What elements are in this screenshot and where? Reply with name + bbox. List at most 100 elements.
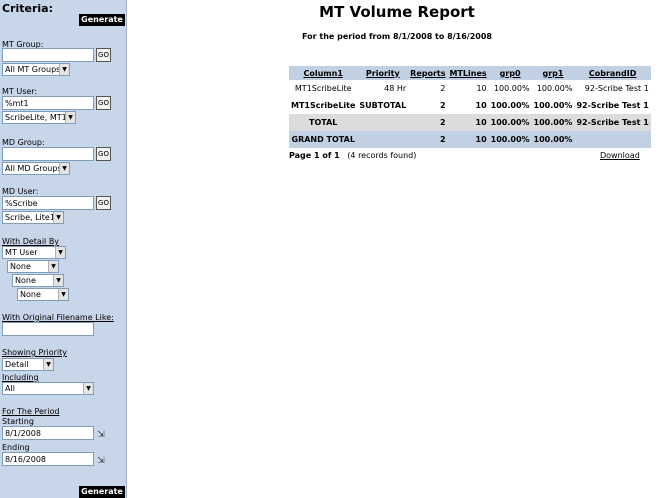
column-header-column1[interactable]: Column1 (289, 66, 358, 80)
report-table: Column1 Priority Reports MTLines grp0 gr… (289, 66, 651, 148)
detail-level-2-select[interactable]: None ▼ (7, 260, 59, 273)
chevron-down-icon: ▼ (59, 64, 69, 75)
mt-user-select-value: ScribeLite, MT1 (5, 113, 67, 122)
chevron-down-icon: ▼ (65, 112, 75, 123)
page-label: Page 1 of 1 (289, 151, 340, 160)
md-user-input[interactable]: %Scribe (2, 196, 94, 210)
chevron-down-icon: ▼ (59, 163, 69, 174)
md-group-select-value: All MD Groups (5, 164, 62, 173)
table-row: MT1ScribeLite SUBTOTAL 2 10 100.00% 100.… (289, 97, 651, 114)
table-cell: MT1ScribeLite (289, 97, 358, 114)
table-header-row: Column1 Priority Reports MTLines grp0 gr… (289, 66, 651, 80)
mt-user-input[interactable]: %mt1 (2, 96, 94, 110)
md-user-go-button[interactable]: GO (96, 196, 111, 210)
table-cell: MT1ScribeLite (289, 80, 358, 97)
including-select[interactable]: All ▼ (2, 382, 94, 395)
chevron-down-icon: ▼ (55, 247, 65, 258)
chevron-down-icon: ▼ (58, 289, 68, 300)
table-cell: 100.00% (488, 114, 532, 131)
starting-label: Starting (2, 417, 34, 426)
mt-user-select[interactable]: ScribeLite, MT1 ▼ (2, 111, 76, 124)
download-link[interactable]: Download (600, 151, 640, 160)
table-cell: SUBTOTAL (357, 97, 409, 114)
ending-date-input[interactable]: 8/16/2008 (2, 452, 94, 466)
filename-input[interactable] (2, 322, 94, 336)
column-header-reports[interactable]: Reports (408, 66, 448, 80)
md-group-select[interactable]: All MD Groups ▼ (2, 162, 70, 175)
md-user-select-value: Scribe, Lite1 (5, 213, 55, 222)
period-label: For The Period (2, 407, 60, 416)
column-header-grp1[interactable]: grp1 (531, 66, 575, 80)
md-user-select[interactable]: Scribe, Lite1 ▼ (2, 211, 64, 224)
mt-group-label: MT Group: (2, 40, 44, 49)
md-group-label: MD Group: (2, 138, 45, 147)
ending-label: Ending (2, 443, 30, 452)
table-cell: 100.00% (488, 97, 532, 114)
table-cell: 2 (408, 97, 448, 114)
mt-user-go-button[interactable]: GO (96, 96, 111, 110)
table-row: GRAND TOTAL 2 10 100.00% 100.00% (289, 131, 651, 148)
generate-button-bottom[interactable]: Generate (79, 486, 125, 498)
table-cell: 2 (408, 131, 448, 148)
chevron-down-icon: ▼ (43, 359, 53, 370)
column-header-grp0[interactable]: grp0 (488, 66, 532, 80)
column-header-priority[interactable]: Priority (357, 66, 409, 80)
table-cell (357, 114, 409, 131)
table-cell: 100.00% (531, 97, 575, 114)
column-header-mtlines[interactable]: MTLines (447, 66, 489, 80)
table-cell: 92-Scribe Test 1 (574, 97, 651, 114)
table-cell (574, 131, 651, 148)
table-cell: 10 (447, 97, 489, 114)
criteria-sidebar: Criteria: Generate MT Group: GO All MT G… (0, 0, 127, 498)
including-label: Including (2, 373, 39, 382)
table-cell: 10 (447, 114, 489, 131)
chevron-down-icon: ▼ (53, 212, 63, 223)
md-group-input[interactable] (2, 147, 94, 161)
including-select-value: All (5, 384, 15, 393)
md-group-go-button[interactable]: GO (96, 147, 111, 161)
table-row: MT1ScribeLite 48 Hr 2 10 100.00% 100.00%… (289, 80, 651, 97)
pagination-status: Page 1 of 1 (4 records found) (289, 151, 416, 160)
table-cell: 10 (447, 80, 489, 97)
chevron-down-icon: ▼ (83, 383, 93, 394)
filename-label: With Original Filename Like: (2, 313, 114, 322)
column-header-cobrandid[interactable]: CobrandID (574, 66, 651, 80)
table-cell: 100.00% (488, 131, 532, 148)
calendar-icon[interactable]: ⇲ (97, 430, 105, 440)
generate-button-top[interactable]: Generate (79, 14, 125, 26)
page-title: MT Volume Report (319, 3, 475, 21)
table-cell: 100.00% (531, 131, 575, 148)
md-user-label: MD User: (2, 187, 39, 196)
detail-level-1-select[interactable]: MT User ▼ (2, 246, 66, 259)
chevron-down-icon: ▼ (48, 261, 58, 272)
table-cell: TOTAL (289, 114, 358, 131)
priority-select[interactable]: Detail ▼ (2, 358, 54, 371)
table-cell: GRAND TOTAL (289, 131, 358, 148)
detail-level-4-value: None (20, 290, 41, 299)
detail-label: With Detail By (2, 237, 60, 246)
table-cell: 100.00% (531, 114, 575, 131)
table-cell: 2 (408, 114, 448, 131)
priority-select-value: Detail (5, 360, 29, 369)
mt-group-go-button[interactable]: GO (96, 48, 111, 62)
record-count: (4 records found) (347, 151, 417, 160)
mt-user-label: MT User: (2, 87, 38, 96)
detail-level-2-value: None (10, 262, 31, 271)
mt-group-input[interactable] (2, 48, 94, 62)
detail-level-4-select[interactable]: None ▼ (17, 288, 69, 301)
mt-group-select[interactable]: All MT Groups ▼ (2, 63, 70, 76)
priority-label: Showing Priority (2, 348, 67, 357)
criteria-title: Criteria: (2, 2, 54, 15)
table-cell: 48 Hr (357, 80, 409, 97)
mt-group-select-value: All MT Groups (5, 65, 61, 74)
chevron-down-icon: ▼ (53, 275, 63, 286)
starting-date-input[interactable]: 8/1/2008 (2, 426, 94, 440)
detail-level-1-value: MT User (5, 248, 38, 257)
table-cell: 100.00% (488, 80, 532, 97)
table-cell: 2 (408, 80, 448, 97)
detail-level-3-value: None (15, 276, 36, 285)
table-cell: 92-Scribe Test 1 (574, 114, 651, 131)
table-cell (357, 131, 409, 148)
calendar-icon[interactable]: ⇲ (97, 456, 105, 466)
detail-level-3-select[interactable]: None ▼ (12, 274, 64, 287)
